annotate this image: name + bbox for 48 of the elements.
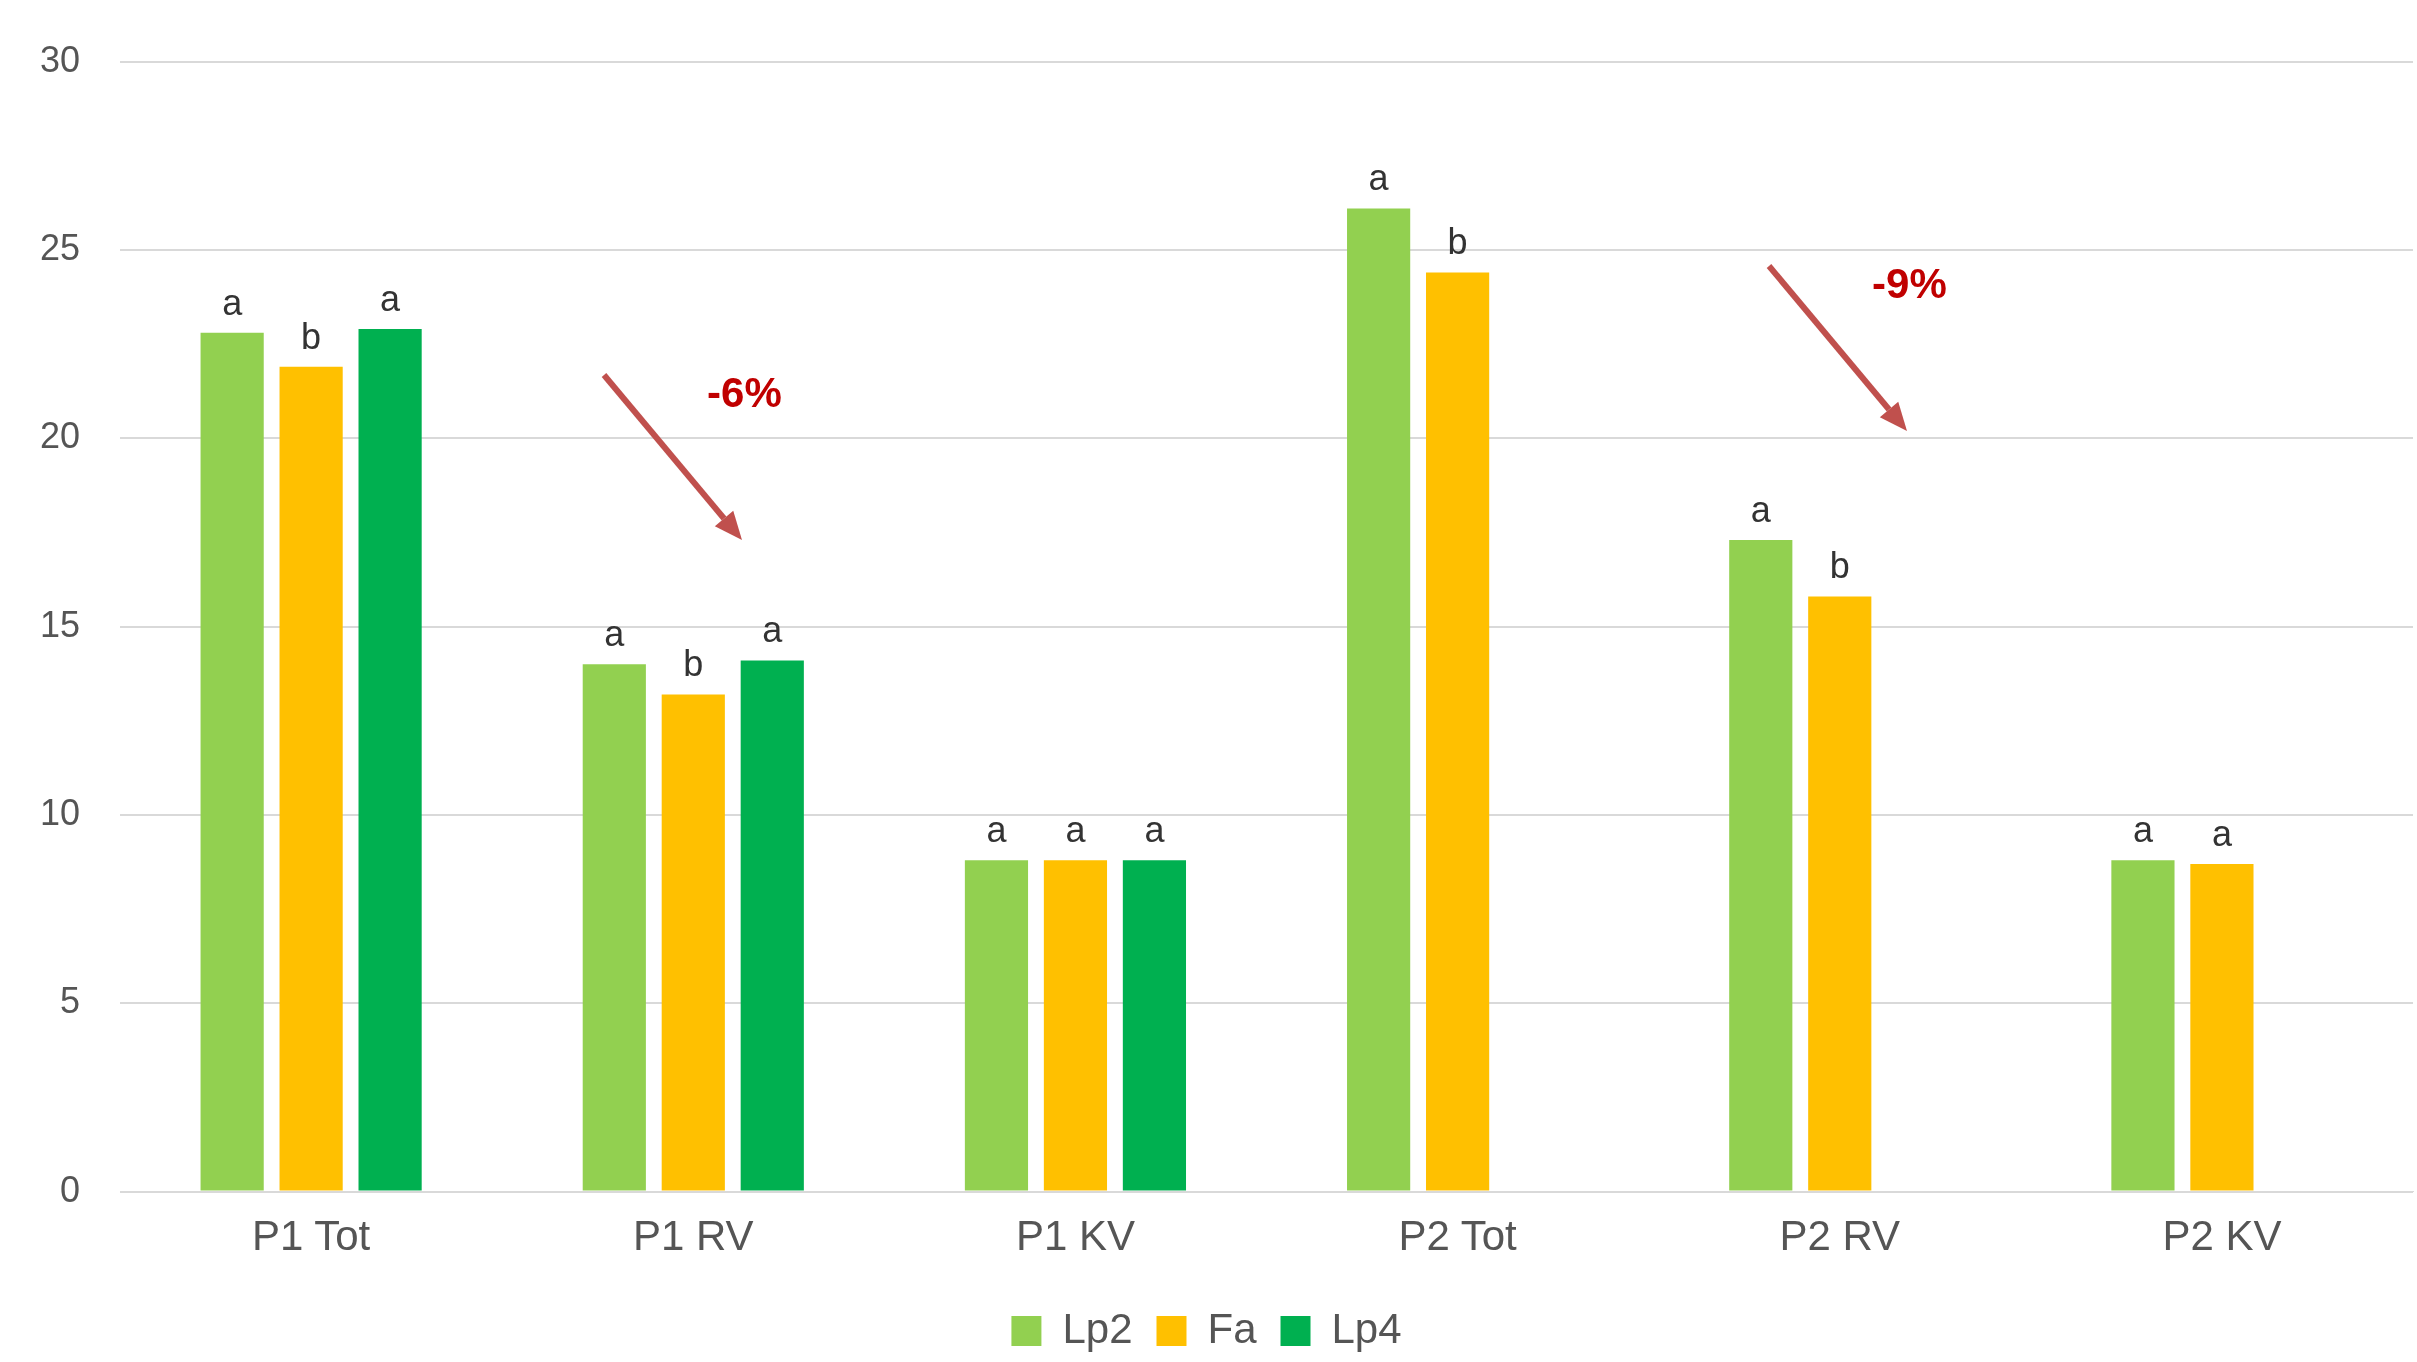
data-label: a xyxy=(762,609,784,651)
data-label: a xyxy=(604,613,626,655)
legend-label: Fa xyxy=(1207,1304,1258,1352)
bar xyxy=(740,660,804,1191)
data-label: a xyxy=(1750,488,1772,530)
data-label: b xyxy=(1447,221,1468,263)
bar xyxy=(964,860,1029,1191)
data-label: a xyxy=(222,281,244,323)
x-tick-label: P2 KV xyxy=(2162,1212,2282,1260)
bar xyxy=(358,329,422,1191)
annotation: -6% xyxy=(707,368,782,416)
annotation: -9% xyxy=(1872,259,1947,307)
data-label: a xyxy=(380,277,402,319)
legend-label: Lp4 xyxy=(1331,1304,1402,1352)
y-tick-label: 25 xyxy=(40,226,81,268)
x-tick-label: P2 Tot xyxy=(1398,1212,1518,1260)
data-label: a xyxy=(2211,812,2233,854)
bar xyxy=(1347,208,1411,1191)
bar xyxy=(582,664,646,1191)
data-label: a xyxy=(1144,809,1166,851)
data-label: a xyxy=(1065,809,1087,851)
data-label: a xyxy=(2132,809,2154,851)
bar xyxy=(2190,863,2254,1191)
y-tick-label: 10 xyxy=(40,791,81,833)
data-label: b xyxy=(1829,545,1850,587)
bar xyxy=(2111,860,2175,1191)
x-tick-label: P1 Tot xyxy=(251,1212,371,1260)
bar xyxy=(279,366,343,1191)
legend-label: Lp2 xyxy=(1062,1304,1133,1352)
bar xyxy=(1426,272,1490,1191)
bar xyxy=(1043,860,1108,1191)
data-label: a xyxy=(986,809,1008,851)
y-tick-label: 15 xyxy=(40,603,81,645)
bar xyxy=(1808,596,1872,1191)
y-tick-label: 30 xyxy=(40,38,81,80)
y-tick-label: 5 xyxy=(60,980,81,1022)
y-tick-label: 0 xyxy=(60,1168,81,1210)
x-tick-label: P1 KV xyxy=(1015,1212,1135,1260)
data-label: a xyxy=(1368,157,1390,199)
data-label: b xyxy=(301,315,322,357)
x-tick-label: P1 RV xyxy=(632,1212,754,1260)
data-label: b xyxy=(683,643,704,685)
y-tick-label: 20 xyxy=(40,415,81,457)
x-tick-label: P2 RV xyxy=(1779,1212,1901,1260)
bar xyxy=(661,694,725,1191)
bar xyxy=(1729,539,1793,1191)
bar xyxy=(1122,860,1187,1191)
bar xyxy=(200,332,264,1191)
